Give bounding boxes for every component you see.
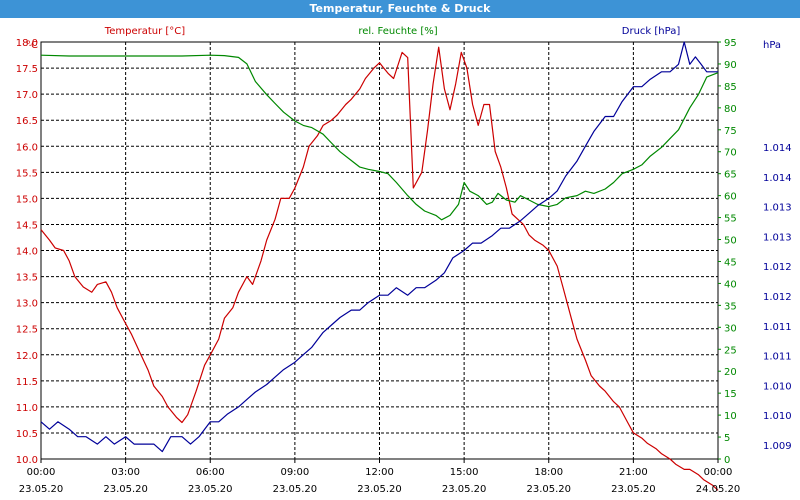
humidity-line xyxy=(40,54,719,221)
humidity-tick-label: 30 xyxy=(724,323,737,334)
temperature-tick-label: 11.0 xyxy=(16,403,38,414)
humidity-tick-label: 0 xyxy=(724,455,730,466)
temperature-tick-label: 13.5 xyxy=(16,273,38,284)
temperature-unit-label: °C xyxy=(26,40,38,51)
x-tick-time-label: 21:00 xyxy=(619,467,648,478)
temperature-tick-label: 10.0 xyxy=(16,455,38,466)
humidity-tick-label: 15 xyxy=(724,389,737,400)
pressure-tick-label: 1.014 xyxy=(763,173,792,184)
temperature-line xyxy=(40,46,719,491)
pressure-tick-label: 1.011 xyxy=(763,352,792,363)
x-tick-date-label: 23.05.20 xyxy=(19,484,64,495)
pressure-tick-label: 1.014 xyxy=(763,143,792,154)
temperature-tick-label: 12.5 xyxy=(16,325,38,336)
humidity-tick-label: 90 xyxy=(724,60,737,71)
temperature-tick-label: 18.0 xyxy=(16,38,38,49)
temperature-tick-label: 13.0 xyxy=(16,299,38,310)
x-tick-date-label: 23.05.20 xyxy=(273,484,318,495)
humidity-tick-label: 70 xyxy=(724,148,737,159)
temperature-tick-label: 16.0 xyxy=(16,142,38,153)
x-tick-date-label: 23.05.20 xyxy=(357,484,402,495)
temperature-tick-label: 17.0 xyxy=(16,90,38,101)
pressure-axis-title: Druck [hPa] xyxy=(622,26,681,37)
x-tick-time-label: 00:00 xyxy=(27,467,56,478)
x-tick-time-label: 18:00 xyxy=(534,467,563,478)
chart-title-bar: Temperatur, Feuchte & Druck xyxy=(0,0,800,18)
pressure-unit-label: hPa xyxy=(763,40,781,51)
humidity-tick-label: 5 xyxy=(724,433,730,444)
x-tick-date-label: 24.05.20 xyxy=(696,484,741,495)
x-tick-time-label: 12:00 xyxy=(365,467,394,478)
humidity-tick-label: 40 xyxy=(724,279,737,290)
humidity-tick-label: 95 xyxy=(724,38,737,49)
x-tick-time-label: 00:00 xyxy=(704,467,733,478)
series-group xyxy=(40,41,719,491)
x-tick-time-label: 03:00 xyxy=(111,467,140,478)
humidity-tick-label: 60 xyxy=(724,192,737,203)
x-tick-date-label: 23.05.20 xyxy=(611,484,656,495)
humidity-tick-label: 75 xyxy=(724,126,737,137)
temperature-tick-label: 16.5 xyxy=(16,116,38,127)
humidity-tick-label: 50 xyxy=(724,236,737,247)
temperature-tick-label: 11.5 xyxy=(16,377,38,388)
humidity-tick-label: 20 xyxy=(724,367,737,378)
temperature-tick-label: 12.0 xyxy=(16,351,38,362)
chart-title: Temperatur, Feuchte & Druck xyxy=(309,2,491,15)
humidity-axis-title: rel. Feuchte [%] xyxy=(358,26,437,37)
humidity-tick-label: 35 xyxy=(724,301,737,312)
humidity-tick-label: 10 xyxy=(724,411,737,422)
pressure-tick-label: 1.010 xyxy=(763,411,792,422)
pressure-tick-label: 1.009 xyxy=(763,441,792,452)
temperature-tick-label: 14.0 xyxy=(16,247,38,258)
x-tick-time-label: 09:00 xyxy=(280,467,309,478)
temperature-axis-title: Temperatur [°C] xyxy=(104,26,185,37)
x-tick-time-label: 06:00 xyxy=(196,467,225,478)
humidity-tick-label: 65 xyxy=(724,170,737,181)
temperature-tick-label: 17.5 xyxy=(16,64,38,75)
temperature-tick-label: 15.5 xyxy=(16,168,38,179)
pressure-tick-label: 1.013 xyxy=(763,232,792,243)
pressure-tick-label: 1.010 xyxy=(763,381,792,392)
temperature-tick-label: 10.5 xyxy=(16,429,38,440)
humidity-tick-label: 45 xyxy=(724,257,737,268)
pressure-tick-label: 1.012 xyxy=(763,292,792,303)
tick-labels: 10.0 10.5 11.0 11.5 12.0 12.5 13.0 13.5 14.0 14.5… xyxy=(16,38,792,495)
temperature-tick-label: 15.0 xyxy=(16,194,38,205)
chart-canvas: 10.0 10.5 11.0 11.5 12.0 12.5 13.0 13.5 14.0 14.5… xyxy=(16,26,792,495)
humidity-tick-label: 85 xyxy=(724,82,737,93)
x-tick-date-label: 23.05.20 xyxy=(526,484,571,495)
temperature-tick-label: 14.5 xyxy=(16,220,38,231)
humidity-tick-label: 25 xyxy=(724,345,737,356)
humidity-tick-label: 55 xyxy=(724,214,737,225)
grid xyxy=(41,42,718,459)
pressure-line xyxy=(40,41,718,453)
humidity-tick-label: 80 xyxy=(724,104,737,115)
pressure-tick-label: 1.011 xyxy=(763,322,792,333)
x-tick-date-label: 23.05.20 xyxy=(442,484,487,495)
x-tick-date-label: 23.05.20 xyxy=(103,484,148,495)
pressure-tick-label: 1.012 xyxy=(763,262,792,273)
x-tick-date-label: 23.05.20 xyxy=(188,484,233,495)
pressure-tick-label: 1.013 xyxy=(763,203,792,214)
x-tick-time-label: 15:00 xyxy=(450,467,479,478)
